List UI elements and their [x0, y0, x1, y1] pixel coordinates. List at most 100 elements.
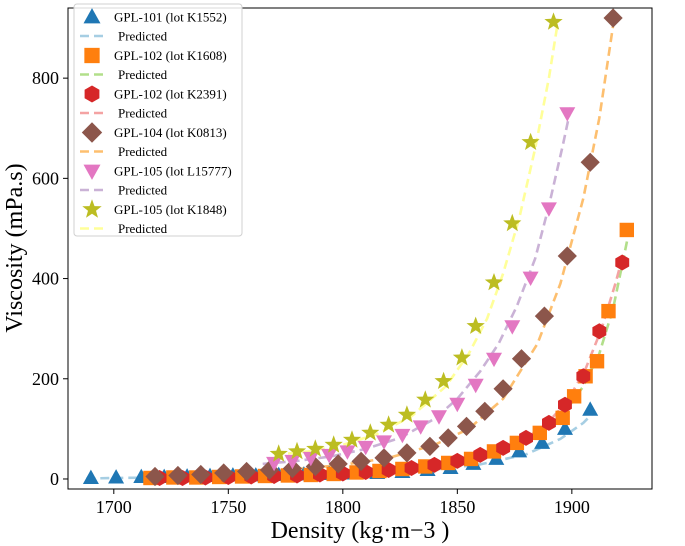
- data-point-series-5: [486, 352, 502, 368]
- data-point-series-6: [342, 430, 362, 448]
- data-point-series-2: [601, 303, 616, 319]
- data-point-series-1: [582, 401, 599, 416]
- data-point-series-1: [108, 469, 125, 484]
- data-point-series-6: [361, 423, 380, 441]
- legend-label-series-2: GPL-102 (lot K1608): [114, 48, 227, 63]
- data-point-series-5: [559, 107, 576, 122]
- data-point-series-6: [379, 415, 398, 433]
- x-axis-ticks: 1700 1750 1800 1850 1900: [96, 489, 590, 517]
- legend-label-series-4: GPL-104 (lot K0813): [114, 125, 227, 140]
- data-point-series-6: [287, 441, 307, 460]
- legend-frame: [73, 3, 243, 237]
- y-tick-label: 200: [32, 369, 59, 389]
- data-point-series-3: [615, 254, 630, 271]
- data-point-series-1: [511, 443, 528, 458]
- data-point-series-1: [534, 434, 551, 449]
- data-point-series-4: [237, 461, 257, 482]
- data-point-series-4: [438, 428, 458, 448]
- data-point-series-4: [168, 465, 188, 486]
- legend-marker-series-4: [81, 122, 103, 143]
- legend-predicted-label: Predicted: [118, 183, 168, 198]
- legend-predicted-label: Predicted: [118, 144, 168, 159]
- data-point-series-4: [475, 401, 495, 421]
- data-point-series-5: [376, 435, 392, 450]
- data-point-series-2: [589, 354, 605, 369]
- data-point-series-6: [503, 213, 522, 232]
- legend-predicted-label: Predicted: [118, 106, 168, 121]
- data-point-series-4: [145, 466, 165, 487]
- data-point-series-4: [511, 349, 532, 369]
- data-point-series-3: [558, 396, 572, 413]
- data-point-series-5: [504, 320, 521, 335]
- plot-frame: [67, 7, 653, 490]
- data-points: [82, 8, 635, 487]
- data-point-series-5: [412, 420, 429, 435]
- data-point-series-3: [427, 456, 442, 473]
- data-point-series-4: [374, 448, 394, 468]
- data-point-series-5: [284, 454, 301, 470]
- legend-marker-series-6: [82, 199, 102, 218]
- legend-label-series-6: GPL-105 (lot K1848): [114, 202, 227, 217]
- data-point-series-4: [456, 416, 477, 436]
- legend-label-series-3: GPL-102 (lot K2391): [114, 87, 227, 102]
- data-point-series-5: [467, 378, 484, 394]
- data-point-series-4: [191, 464, 211, 485]
- data-point-series-3: [473, 446, 488, 463]
- legend-marker-series-3: [84, 85, 100, 103]
- y-tick-label: 0: [50, 469, 59, 489]
- data-point-series-3: [496, 439, 511, 456]
- data-point-series-1: [82, 469, 99, 484]
- data-point-series-6: [324, 435, 343, 453]
- x-tick-label: 1900: [554, 497, 590, 517]
- data-point-series-5: [321, 448, 338, 464]
- data-point-series-5: [357, 440, 374, 456]
- x-tick-label: 1700: [96, 497, 132, 517]
- legend-predicted-label: Predicted: [118, 29, 168, 44]
- data-point-series-3: [542, 414, 556, 431]
- data-point-series-5: [431, 410, 447, 425]
- data-point-series-6: [484, 273, 504, 291]
- data-point-series-4: [214, 463, 234, 483]
- data-point-series-6: [452, 348, 471, 366]
- data-point-series-6: [269, 444, 288, 462]
- data-point-series-3: [450, 452, 465, 469]
- data-point-series-4: [328, 454, 348, 474]
- data-point-series-6: [521, 132, 540, 150]
- legend-label-series-5: GPL-105 (lot L15777): [114, 164, 232, 179]
- legend-marker-series-1: [83, 8, 101, 24]
- data-point-series-2: [619, 222, 635, 238]
- data-point-series-3: [404, 460, 419, 476]
- legend-marker-series-5: [83, 164, 101, 180]
- y-tick-label: 600: [32, 168, 59, 188]
- y-axis-ticks: 0 200 400 600 800: [32, 68, 68, 489]
- data-point-series-5: [449, 397, 466, 413]
- data-point-series-6: [466, 316, 485, 334]
- data-point-series-4: [534, 306, 554, 326]
- data-point-series-5: [522, 271, 539, 286]
- legend-label-series-1: GPL-101 (lot K1552): [114, 10, 227, 25]
- data-point-series-3: [576, 368, 591, 385]
- y-tick-label: 800: [32, 68, 59, 88]
- fit-line-series-6: [273, 20, 560, 457]
- data-point-series-5: [266, 456, 283, 472]
- x-axis-title: Density (kg·m−3 ): [271, 518, 450, 544]
- data-point-series-3: [592, 323, 607, 340]
- x-tick-label: 1750: [210, 497, 246, 517]
- data-point-series-2: [532, 425, 547, 441]
- data-point-series-5: [302, 451, 319, 467]
- y-axis-title: Viscosity (mPa.s): [2, 163, 28, 332]
- data-point-series-1: [557, 420, 573, 435]
- data-point-series-6: [434, 371, 453, 389]
- data-point-series-6: [416, 390, 435, 408]
- fit-line-series-5: [262, 102, 574, 466]
- legend-predicted-label: Predicted: [118, 221, 168, 236]
- data-point-series-4: [580, 152, 600, 172]
- legend: GPL-101 (lot K1552) Predicted GPL-102 (lot…: [73, 3, 243, 237]
- data-point-series-2: [555, 410, 570, 426]
- x-tick-label: 1800: [325, 497, 361, 517]
- data-point-series-5: [339, 445, 356, 460]
- data-point-series-4: [493, 379, 513, 399]
- data-point-series-4: [603, 8, 623, 28]
- legend-marker-series-2: [84, 47, 100, 64]
